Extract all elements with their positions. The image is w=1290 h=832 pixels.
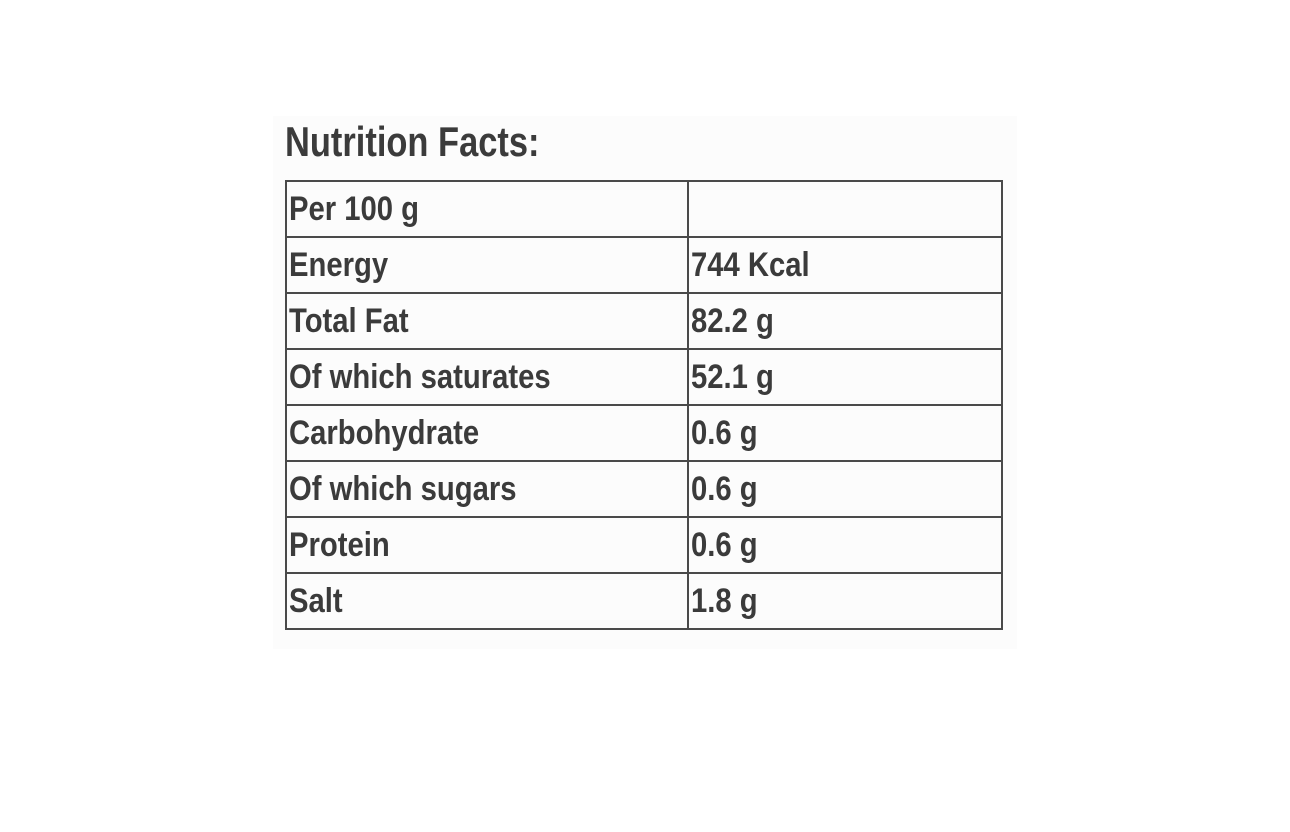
row-label: Of which sugars (289, 469, 517, 508)
row-label-cell: Per 100 g (285, 180, 689, 238)
row-value: 0.6 g (691, 525, 758, 564)
nutrition-table: Per 100 g Energy 744 Kcal Total Fat 82.2… (285, 180, 1003, 630)
row-value: 0.6 g (691, 469, 758, 508)
row-value-cell: 0.6 g (687, 404, 1003, 462)
row-label-cell: Of which sugars (285, 460, 689, 518)
row-label: Salt (289, 581, 343, 620)
row-label: Total Fat (289, 301, 409, 340)
row-value-cell: 1.8 g (687, 572, 1003, 630)
row-value-cell: 0.6 g (687, 460, 1003, 518)
nutrition-title: Nutrition Facts: (285, 118, 540, 165)
table-row: Per 100 g (285, 180, 1003, 238)
row-value-cell: 52.1 g (687, 348, 1003, 406)
table-row: Carbohydrate 0.6 g (285, 404, 1003, 462)
row-value: 0.6 g (691, 413, 758, 452)
table-row: Salt 1.8 g (285, 572, 1003, 630)
row-label-cell: Energy (285, 236, 689, 294)
row-value-cell (687, 180, 1003, 238)
table-row: Of which sugars 0.6 g (285, 460, 1003, 518)
row-label-cell: Protein (285, 516, 689, 574)
row-label: Protein (289, 525, 390, 564)
row-value: 744 Kcal (691, 245, 810, 284)
table-row: Of which saturates 52.1 g (285, 348, 1003, 406)
table-row: Total Fat 82.2 g (285, 292, 1003, 350)
row-label-cell: Total Fat (285, 292, 689, 350)
row-label-cell: Of which saturates (285, 348, 689, 406)
row-label: Per 100 g (289, 189, 420, 228)
row-value-cell: 82.2 g (687, 292, 1003, 350)
row-label: Carbohydrate (289, 413, 480, 452)
row-label-cell: Carbohydrate (285, 404, 689, 462)
row-value: 1.8 g (691, 581, 758, 620)
row-label: Energy (289, 245, 389, 284)
row-value: 52.1 g (691, 357, 774, 396)
row-label-cell: Salt (285, 572, 689, 630)
row-value-cell: 744 Kcal (687, 236, 1003, 294)
table-row: Protein 0.6 g (285, 516, 1003, 574)
row-label: Of which saturates (289, 357, 551, 396)
row-value-cell: 0.6 g (687, 516, 1003, 574)
table-row: Energy 744 Kcal (285, 236, 1003, 294)
row-value: 82.2 g (691, 301, 774, 340)
